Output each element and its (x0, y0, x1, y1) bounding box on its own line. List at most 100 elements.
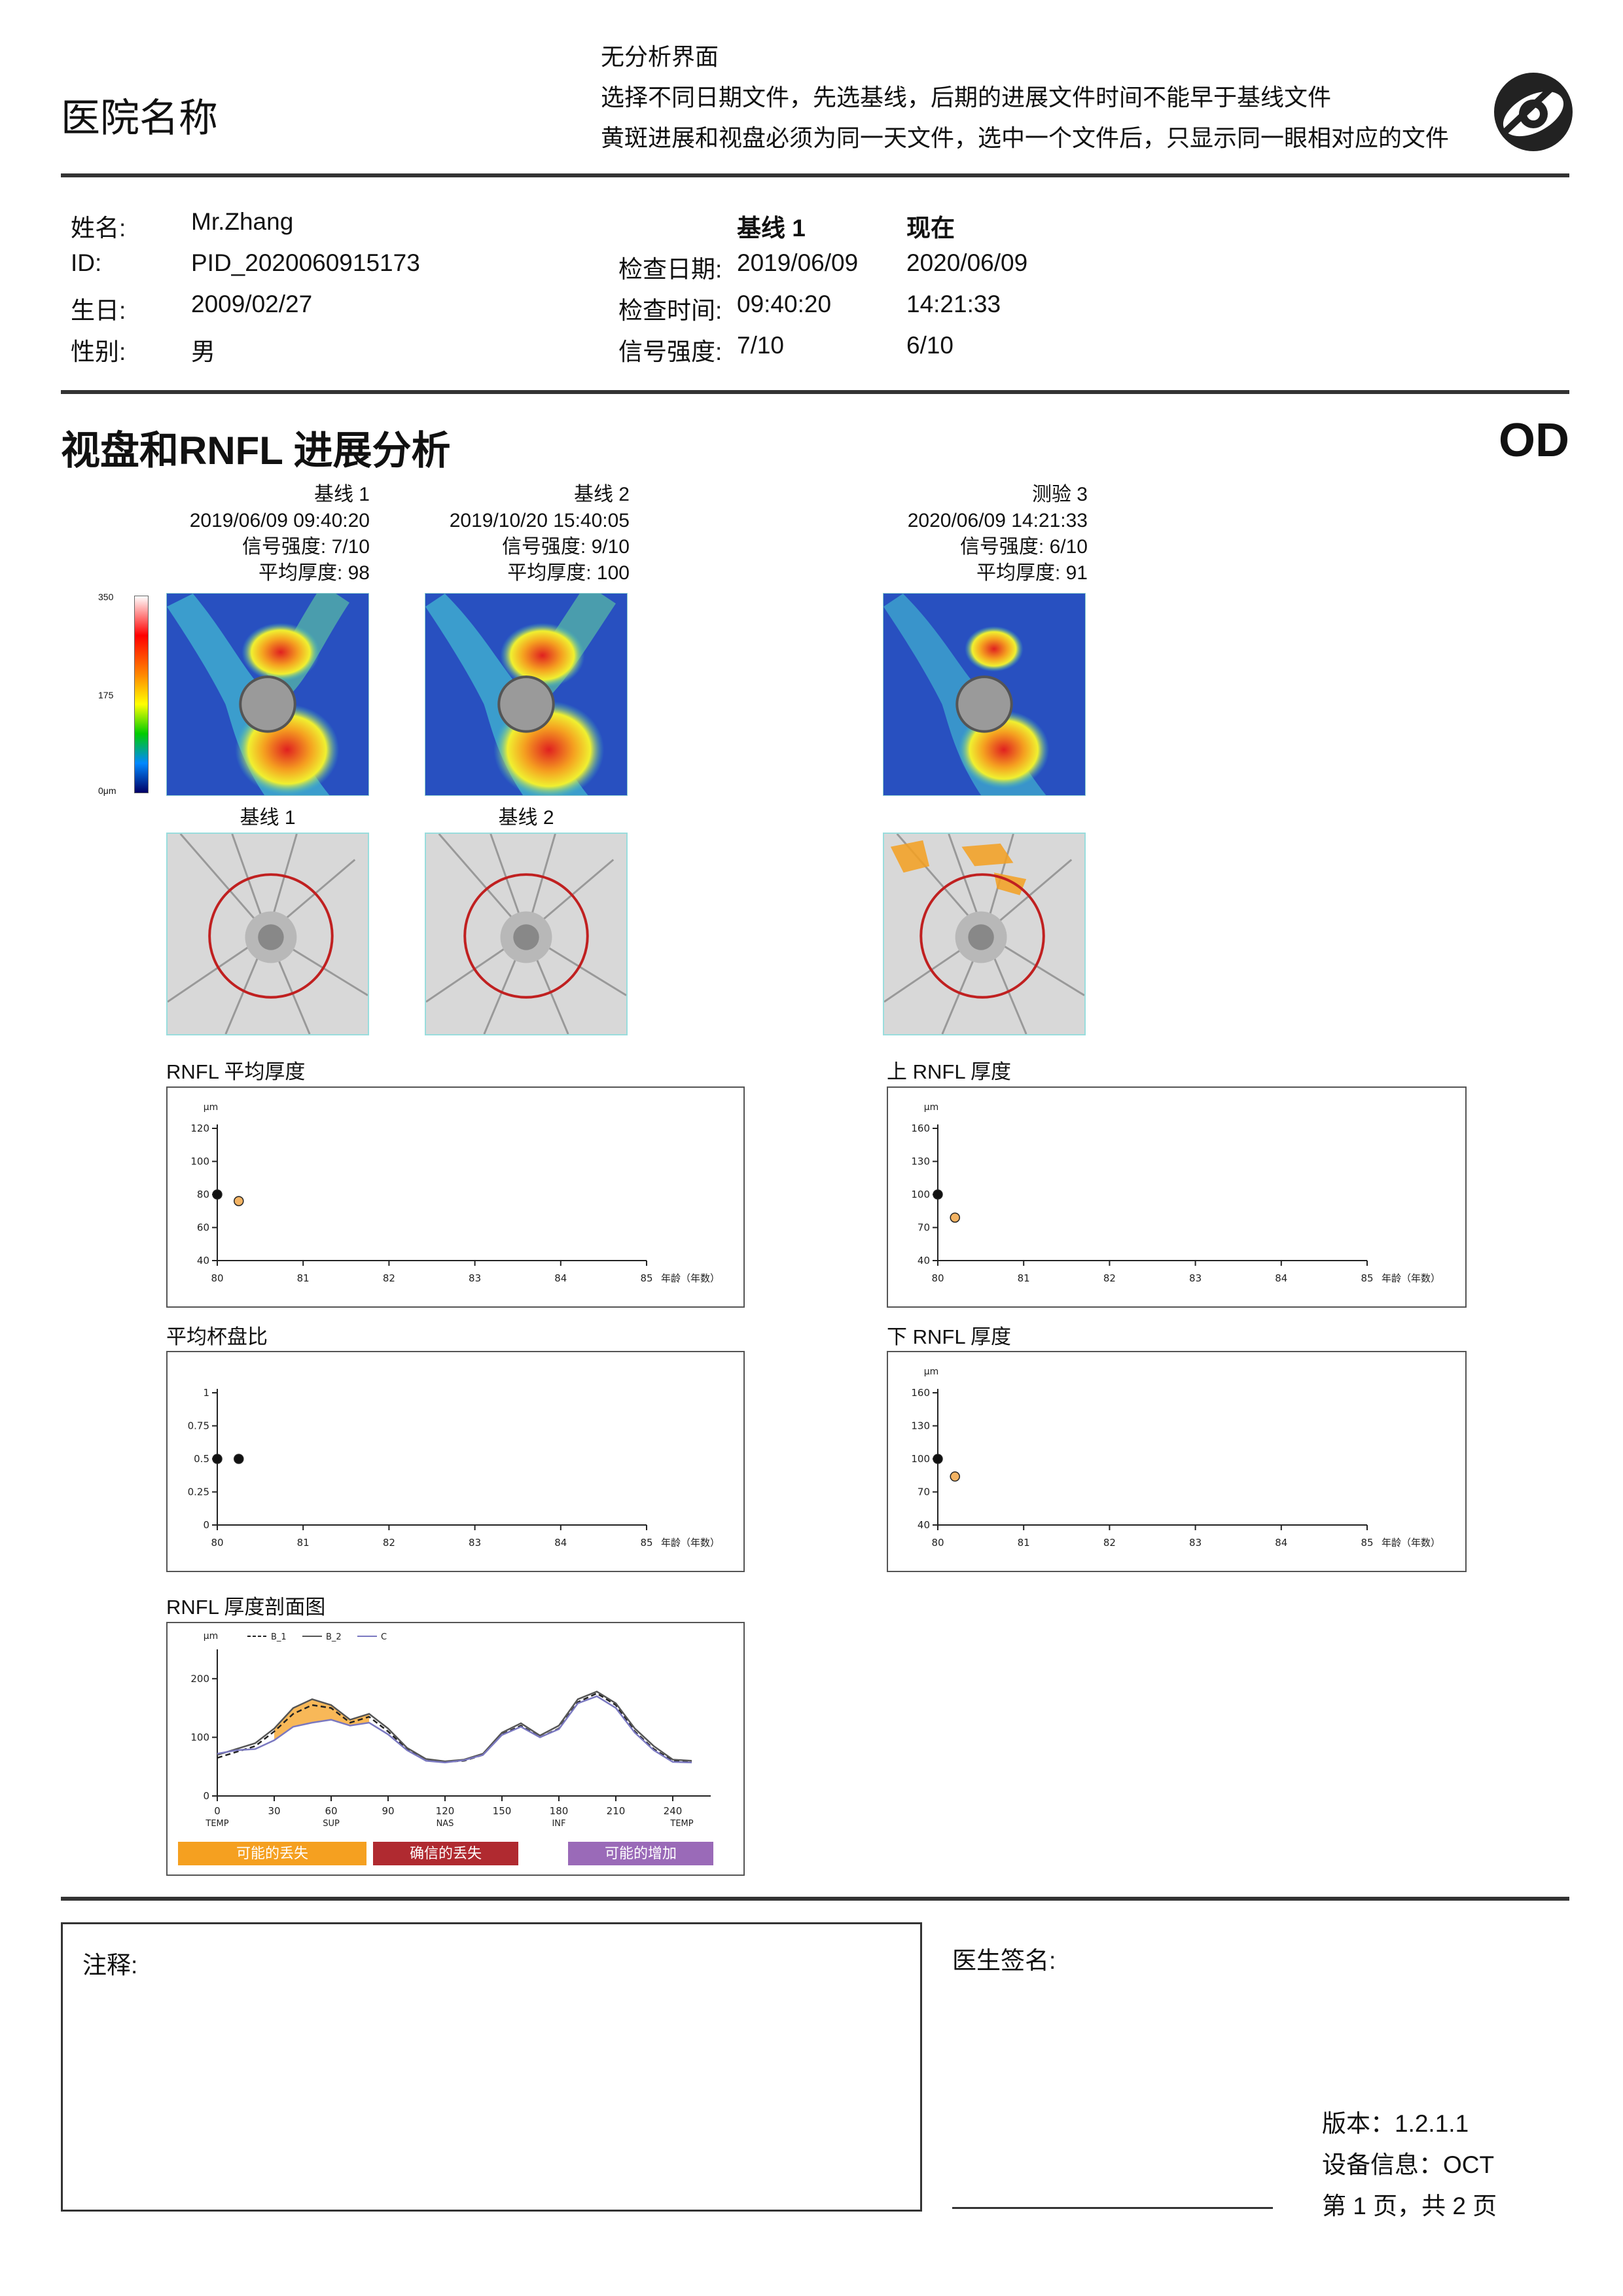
x-tick-label: 85 (640, 1272, 652, 1284)
sup-rnfl-plot: μm 40 70 100 130 160 80 81 82 83 84 85 年龄（年数） (911, 1102, 1440, 1284)
x-tick-label: 83 (469, 1537, 481, 1549)
scan-datetime: 2019/06/09 09:40:20 (189, 510, 370, 531)
scan-avg-thickness: 平均厚度: 98 (258, 562, 370, 584)
x-tick-label: 83 (1189, 1272, 1202, 1284)
cup-disc-plot: 0 0.25 0.5 0.75 1 80 81 82 83 84 85 年龄（年数） (188, 1387, 720, 1549)
profile-chart: μm 0 100 200 0 30 60 90 120 150 180 210 240 TEMP SUP NA… (166, 1622, 745, 1876)
x-sector-label: SUP (323, 1819, 340, 1829)
eye-indicator: OD (1499, 414, 1569, 467)
data-point (950, 1471, 960, 1482)
sup-rnfl-chart: μm 40 70 100 130 160 80 81 82 83 84 85 年龄（年数） (887, 1086, 1467, 1308)
y-unit: μm (204, 1102, 219, 1113)
colorbar-mid: 175 (98, 690, 114, 700)
x-tick-label: 81 (1018, 1537, 1030, 1549)
y-tick-label: 200 (190, 1673, 209, 1685)
x-sector-label: NAS (437, 1819, 454, 1829)
y-tick-label: 0.5 (194, 1453, 209, 1465)
y-unit: μm (924, 1367, 939, 1377)
avg-rnfl-plot: μm 40 60 80 100 120 80 81 82 83 84 85 年龄（年数） (190, 1102, 720, 1284)
y-tick-label: 100 (190, 1731, 209, 1743)
y-tick-label: 40 (918, 1255, 930, 1266)
comment-label: 注释: (82, 1952, 138, 1979)
avg-rnfl-title: RNFL 平均厚度 (166, 1060, 306, 1083)
fundus-caption-2: 基线 2 (498, 807, 554, 829)
y-tick-label: 120 (190, 1122, 209, 1134)
baseline-time: 09:40:20 (737, 291, 832, 317)
doctor-signature-label: 医生签名: (952, 1947, 1056, 1974)
x-tick-label: 84 (554, 1537, 567, 1549)
fundus-caption-1: 基线 1 (240, 807, 296, 829)
patient-dob: 2009/02/27 (191, 291, 313, 317)
profile-line-c (217, 1695, 692, 1764)
exam-date-label: 检查日期: (618, 256, 722, 283)
dob-label: 生日: (71, 297, 126, 324)
note-line: 无分析界面 (601, 43, 719, 70)
thickness-map-1 (166, 593, 369, 796)
legend-label: B_2 (326, 1632, 342, 1642)
x-tick-label: 82 (1103, 1272, 1116, 1284)
thickness-colorbar (134, 596, 149, 793)
x-tick-label: 180 (550, 1805, 569, 1817)
exam-time-label: 检查时间: (618, 297, 722, 324)
scan-signal: 信号强度: 7/10 (241, 536, 370, 558)
x-tick-label: 81 (1018, 1272, 1030, 1284)
divider (61, 1897, 1569, 1901)
inf-rnfl-title: 下 RNFL 厚度 (887, 1325, 1012, 1348)
cup-disc-title: 平均杯盘比 (166, 1325, 268, 1348)
hospital-name: 医院名称 (61, 96, 218, 140)
patient-sex: 男 (191, 338, 215, 365)
possible-loss-area (274, 1699, 369, 1740)
data-point (212, 1454, 223, 1464)
y-tick-label: 130 (911, 1156, 930, 1168)
fundus-image-1 (166, 833, 369, 1035)
x-axis-label: 年龄（年数） (661, 1272, 720, 1284)
x-tick-label: 84 (554, 1272, 567, 1284)
scan-header-1: 基线 1 2019/06/09 09:40:20 信号强度: 7/10 平均厚度… (134, 482, 370, 586)
x-sector-label: TEMP (669, 1819, 693, 1829)
cup-disc-chart: 0 0.25 0.5 0.75 1 80 81 82 83 84 85 年龄（年数） (166, 1351, 745, 1572)
scan-datetime: 2020/06/09 14:21:33 (907, 510, 1088, 531)
y-tick-label: 40 (197, 1255, 209, 1266)
current-time: 14:21:33 (906, 291, 1001, 317)
eye-logo-icon (1494, 73, 1573, 151)
y-tick-label: 100 (911, 1189, 930, 1200)
y-tick-label: 40 (918, 1519, 930, 1531)
x-tick-label: 80 (211, 1272, 223, 1284)
sup-rnfl-title: 上 RNFL 厚度 (887, 1060, 1012, 1083)
x-axis-label: 年龄（年数） (1382, 1272, 1440, 1284)
y-tick-label: 0.25 (188, 1486, 209, 1498)
comment-box[interactable]: 注释: (61, 1922, 922, 2212)
x-tick-label: 82 (383, 1272, 395, 1284)
thickness-map-3 (883, 593, 1086, 796)
y-tick-label: 160 (911, 1387, 930, 1399)
x-tick-label: 30 (268, 1805, 280, 1817)
data-point (933, 1189, 943, 1200)
data-point (234, 1454, 244, 1464)
scan-name: 测验 3 (1031, 484, 1088, 505)
x-tick-label: 80 (931, 1272, 944, 1284)
y-unit: μm (924, 1102, 939, 1113)
x-axis-label: 年龄（年数） (1382, 1537, 1440, 1549)
id-label: ID: (71, 249, 102, 276)
fundus-image-2 (425, 833, 628, 1035)
baseline-date: 2019/06/09 (737, 249, 859, 276)
y-tick-label: 160 (911, 1122, 930, 1134)
baseline-heading: 基线 1 (737, 215, 806, 242)
header-notes: 无分析界面 选择不同日期文件，先选基线，后期的进展文件时间不能早于基线文件 黄斑… (601, 37, 1449, 158)
scan-signal: 信号强度: 6/10 (959, 536, 1088, 558)
profile-title: RNFL 厚度剖面图 (166, 1596, 326, 1619)
x-tick-label: 60 (325, 1805, 337, 1817)
scan-name: 基线 1 (313, 484, 370, 505)
current-heading: 现在 (906, 215, 955, 242)
divider (61, 173, 1569, 177)
legend-label: C (381, 1632, 387, 1642)
x-tick-label: 210 (607, 1805, 626, 1817)
x-tick-label: 83 (469, 1272, 481, 1284)
x-tick-label: 80 (931, 1537, 944, 1549)
y-tick-label: 0 (203, 1519, 209, 1531)
signature-line[interactable] (952, 2207, 1273, 2209)
legend-confirmed-loss: 确信的丢失 (373, 1842, 518, 1865)
y-tick-label: 70 (918, 1486, 930, 1498)
x-sector-label: TEMP (205, 1819, 228, 1829)
colorbar-max: 350 (98, 592, 114, 602)
